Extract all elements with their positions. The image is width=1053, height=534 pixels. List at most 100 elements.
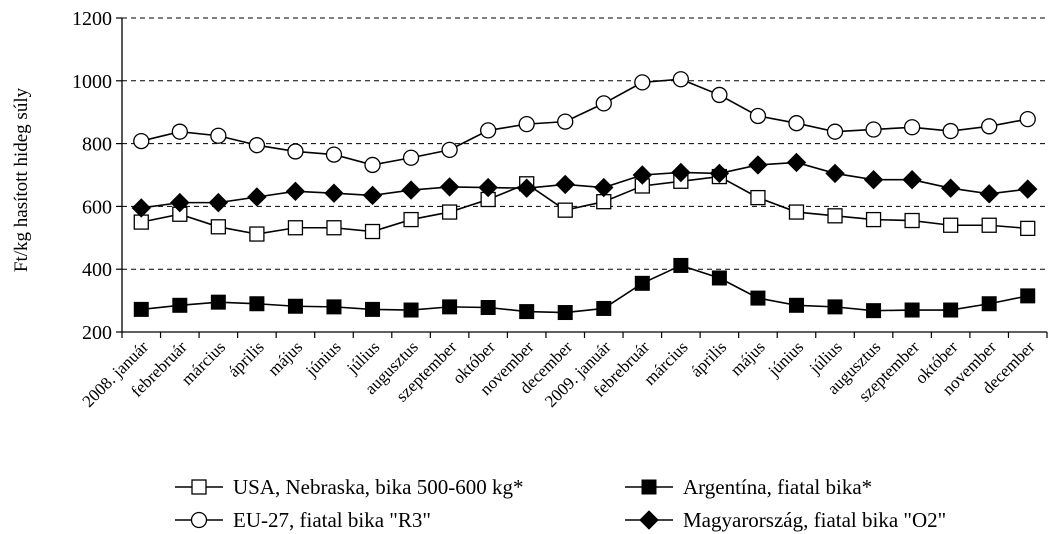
- legend-marker-3: [639, 510, 659, 530]
- series-line-3: [141, 161, 1028, 209]
- legend-marker-2: [641, 479, 657, 495]
- data-point-s3-19: [863, 170, 884, 190]
- data-point-s0-16: [750, 189, 766, 206]
- data-point-s2-10: [519, 304, 535, 320]
- data-point-s2-23: [1020, 288, 1036, 304]
- data-point-s2-11: [557, 305, 573, 321]
- data-point-s1-16: [749, 107, 767, 125]
- x-tick-label-5: június: [301, 337, 345, 381]
- series-line-1: [141, 78, 1028, 166]
- data-point-s3-15: [709, 163, 730, 184]
- data-point-s3-9: [478, 177, 498, 198]
- y-tick-label-200: 200: [82, 322, 112, 344]
- data-point-s1-13: [634, 74, 651, 91]
- data-point-s1-14: [672, 71, 690, 88]
- data-point-s1-21: [942, 122, 959, 140]
- data-point-s0-21: [942, 217, 959, 233]
- data-point-s2-6: [365, 301, 381, 317]
- data-point-s3-17: [786, 152, 807, 173]
- data-point-s2-17: [788, 297, 804, 313]
- x-tick-label-2: március: [178, 337, 229, 388]
- series-3: [131, 152, 1038, 218]
- data-point-s2-20: [904, 302, 920, 318]
- data-point-s2-2: [210, 294, 226, 310]
- data-point-s2-1: [172, 297, 188, 313]
- data-point-s2-4: [287, 298, 303, 314]
- x-tick-label-4: május: [264, 337, 306, 379]
- data-point-s3-14: [671, 162, 691, 183]
- data-point-s3-18: [825, 163, 845, 184]
- data-point-s0-19: [865, 211, 882, 228]
- data-point-s1-0: [133, 132, 150, 150]
- x-tick-labels: 2008. januárfebrebruármárciusáprilismáju…: [79, 337, 1039, 411]
- data-point-s1-19: [865, 121, 882, 138]
- data-point-s3-13: [632, 165, 653, 185]
- legend-label-0: USA, Nebraska, bika 500-600 kg*: [233, 475, 523, 499]
- legend-marker-1: [190, 511, 208, 529]
- data-point-s2-12: [596, 300, 612, 316]
- data-point-s1-23: [1019, 110, 1036, 128]
- data-point-s3-10: [516, 178, 537, 198]
- data-point-s1-11: [557, 113, 574, 130]
- legend-item-1: EU-27, fiatal bika "R3": [175, 508, 431, 532]
- data-point-s0-4: [287, 220, 304, 236]
- data-point-s3-3: [247, 187, 267, 207]
- legend-item-0: USA, Nebraska, bika 500-600 kg*: [175, 475, 523, 499]
- data-point-s0-17: [788, 204, 805, 220]
- data-point-s0-18: [827, 208, 843, 224]
- data-point-s3-21: [940, 178, 961, 198]
- x-tick-label-14: március: [640, 337, 691, 388]
- legend-marker-0: [191, 479, 207, 495]
- data-point-s3-8: [439, 177, 460, 197]
- x-tick-label-3: április: [224, 337, 267, 380]
- data-point-s1-5: [325, 146, 343, 163]
- data-point-s1-17: [788, 115, 805, 132]
- data-point-s3-0: [131, 198, 151, 218]
- legend-item-3: Magyarország, fiatal bika "O2": [625, 508, 946, 532]
- data-point-s3-12: [594, 177, 614, 198]
- data-point-s0-6: [364, 223, 381, 240]
- data-point-s2-0: [133, 301, 149, 317]
- y-tick-labels: 200 400 600 800 1000 1200: [72, 8, 112, 344]
- legend-label-3: Magyarország, fiatal bika "O2": [683, 508, 946, 532]
- legend-label-2: Argentína, fiatal bika*: [683, 475, 872, 499]
- data-point-s3-23: [1018, 179, 1038, 199]
- data-point-s1-22: [981, 118, 998, 135]
- y-axis-label: Ft/kg hasított hideg súly: [11, 87, 32, 272]
- data-point-s2-15: [711, 270, 727, 286]
- data-point-s3-11: [555, 174, 575, 195]
- data-point-s1-4: [287, 143, 304, 160]
- data-point-s3-4: [285, 181, 306, 202]
- data-point-s1-20: [903, 119, 921, 136]
- data-point-s3-2: [208, 192, 229, 213]
- series-2: [133, 257, 1036, 321]
- x-tick-label-17: június: [764, 337, 808, 381]
- y-tick-label-800: 800: [82, 134, 112, 156]
- data-point-s3-6: [362, 185, 383, 206]
- series-lines: [131, 71, 1038, 321]
- x-tick-label-15: április: [687, 337, 730, 380]
- data-point-s0-23: [1020, 220, 1036, 237]
- series-1: [133, 71, 1036, 174]
- data-point-s1-18: [826, 123, 844, 140]
- data-point-s1-2: [210, 127, 227, 144]
- data-point-s2-8: [442, 299, 458, 315]
- axes: [116, 17, 1048, 338]
- data-point-s3-16: [748, 155, 768, 175]
- legend: USA, Nebraska, bika 500-600 kg* EU-27, fi…: [175, 475, 946, 532]
- data-point-s0-5: [326, 220, 342, 236]
- data-point-s0-8: [441, 204, 458, 220]
- data-point-s2-19: [866, 303, 882, 319]
- y-tick-label-600: 600: [82, 196, 112, 218]
- data-point-s3-7: [401, 180, 421, 200]
- data-point-s2-7: [403, 302, 419, 318]
- y-tick-label-1200: 1200: [72, 8, 112, 30]
- legend-item-2: Argentína, fiatal bika*: [625, 475, 872, 499]
- data-point-s2-21: [943, 302, 959, 318]
- data-point-s3-22: [979, 184, 999, 204]
- data-point-s3-1: [170, 192, 190, 213]
- data-point-s1-15: [711, 86, 728, 104]
- data-point-s1-10: [518, 115, 535, 133]
- data-point-s0-7: [403, 211, 419, 228]
